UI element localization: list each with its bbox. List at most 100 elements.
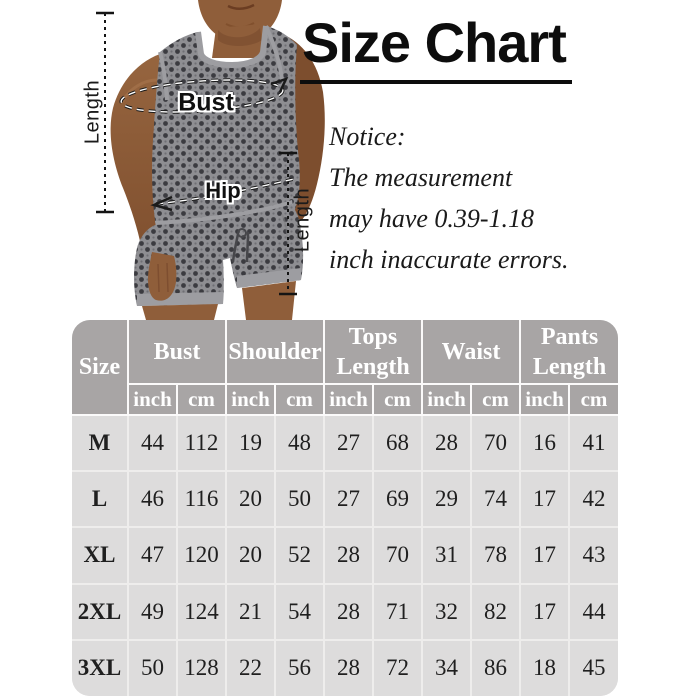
unit-header-inch: inch: [422, 384, 472, 416]
measurement-cell: 18: [520, 639, 570, 696]
measurement-cell: 120: [177, 527, 227, 585]
measurement-cell: 46: [128, 471, 178, 529]
measurement-cell: 69: [373, 471, 423, 529]
notice-line: The measurement: [329, 163, 513, 192]
unit-header-inch: inch: [520, 384, 570, 416]
tops-length-label: Length: [81, 79, 104, 145]
table-header-groups: Size Bust Shoulder Tops Length Waist Pants Le…: [72, 320, 618, 416]
measurement-cell: 49: [128, 583, 178, 641]
measurement-cell: 112: [177, 415, 227, 473]
measurement-cell: 42: [569, 471, 618, 529]
measurement-cell: 19: [226, 415, 276, 473]
pants-length-label: Length: [291, 187, 314, 253]
measurement-cell: 28: [422, 415, 472, 473]
measurement-cell: 21: [226, 583, 276, 641]
notice-heading: Notice:: [329, 122, 406, 151]
measurement-cell: 28: [324, 639, 374, 696]
measurement-cell: 32: [422, 583, 472, 641]
measurement-cell: 116: [177, 471, 227, 529]
measurement-cell: 70: [373, 527, 423, 585]
measurement-cell: 74: [471, 471, 521, 529]
measurement-cell: 124: [177, 583, 227, 641]
size-table: Size Bust Shoulder Tops Length Waist Pants Le…: [72, 320, 618, 696]
measurement-cell: 29: [422, 471, 472, 529]
measurement-cell: 128: [177, 639, 227, 696]
model-left-leg: [142, 304, 218, 320]
bust-label: Bust: [178, 88, 234, 117]
measurement-cell: 17: [520, 583, 570, 641]
measurement-cell: 27: [324, 415, 374, 473]
col-header-pants-length: Pants Length: [520, 320, 618, 385]
table-row-3xl: 3XL 50 128 22 56 28 72 34 86 18 45: [72, 639, 618, 696]
notice-block: Notice: The measurement may have 0.39-1.…: [329, 116, 569, 280]
measurement-cell: 48: [275, 415, 325, 473]
tops-length-measure-line: [96, 11, 114, 214]
col-header-size: Size: [72, 320, 129, 416]
measurement-cell: 31: [422, 527, 472, 585]
unit-header-cm: cm: [471, 384, 521, 416]
table-row-m: M 44 112 19 48 27 68 28 70 16 41: [72, 415, 618, 473]
model-left-hand: [148, 252, 177, 301]
col-header-shoulder: Shoulder: [226, 320, 325, 385]
col-header-bust: Bust: [128, 320, 227, 385]
size-label: XL: [72, 527, 129, 585]
measurement-cell: 68: [373, 415, 423, 473]
measurement-cell: 43: [569, 527, 618, 585]
measurement-cell: 28: [324, 527, 374, 585]
measurement-cell: 78: [471, 527, 521, 585]
measurement-cell: 54: [275, 583, 325, 641]
unit-header-inch: inch: [324, 384, 374, 416]
table-header-units: inch cm inch cm inch cm inch cm inch cm: [72, 384, 618, 416]
unit-header-cm: cm: [569, 384, 618, 416]
measurement-cell: 16: [520, 415, 570, 473]
measurement-cell: 22: [226, 639, 276, 696]
model-photo: [96, 0, 325, 320]
measurement-cell: 86: [471, 639, 521, 696]
measurement-cell: 70: [471, 415, 521, 473]
shorts: [134, 204, 304, 306]
measurement-cell: 52: [275, 527, 325, 585]
measurement-cell: 34: [422, 639, 472, 696]
size-table-head: Size Bust Shoulder Tops Length Waist Pants Le…: [72, 320, 618, 416]
measurement-cell: 20: [226, 527, 276, 585]
measurement-cell: 17: [520, 471, 570, 529]
hip-label: Hip: [205, 178, 241, 203]
size-table-body: M 44 112 19 48 27 68 28 70 16 41 L 46 116 20 50 27 69 29 74…: [72, 415, 618, 696]
size-label: L: [72, 471, 129, 529]
table-row-2xl: 2XL 49 124 21 54 28 71 32 82 17 44: [72, 583, 618, 641]
unit-header-cm: cm: [275, 384, 325, 416]
col-header-waist: Waist: [422, 320, 521, 385]
table-row-xl: XL 47 120 20 52 28 70 31 78 17 43: [72, 527, 618, 585]
unit-header-inch: inch: [128, 384, 178, 416]
measurement-cell: 72: [373, 639, 423, 696]
size-label: M: [72, 415, 129, 473]
measurement-cell: 44: [128, 415, 178, 473]
bust-measure-line: [119, 76, 289, 114]
measurement-cell: 28: [324, 583, 374, 641]
unit-header-cm: cm: [373, 384, 423, 416]
measurement-cell: 45: [569, 639, 618, 696]
measurement-cell: 44: [569, 583, 618, 641]
size-label: 2XL: [72, 583, 129, 641]
col-header-tops-length: Tops Length: [324, 320, 423, 385]
size-chart-table: Size Bust Shoulder Tops Length Waist Pants Le…: [72, 320, 618, 696]
table-row-l: L 46 116 20 50 27 69 29 74 17 42: [72, 471, 618, 529]
measurement-cell: 17: [520, 527, 570, 585]
hip-measure-line: [150, 177, 295, 212]
page-title: Size Chart: [300, 13, 572, 84]
drawstring: [231, 231, 250, 263]
model-right-leg: [242, 281, 296, 320]
measurement-cell: 71: [373, 583, 423, 641]
measurement-cell: 50: [275, 471, 325, 529]
notice-line: inch inaccurate errors.: [329, 245, 569, 274]
measurement-cell: 50: [128, 639, 178, 696]
unit-header-inch: inch: [226, 384, 276, 416]
measurement-cell: 47: [128, 527, 178, 585]
measurement-cell: 41: [569, 415, 618, 473]
size-label: 3XL: [72, 639, 129, 696]
notice-line: may have 0.39-1.18: [329, 204, 535, 233]
measurement-cell: 56: [275, 639, 325, 696]
pants-length-measure-line: [279, 151, 297, 296]
measurement-cell: 27: [324, 471, 374, 529]
